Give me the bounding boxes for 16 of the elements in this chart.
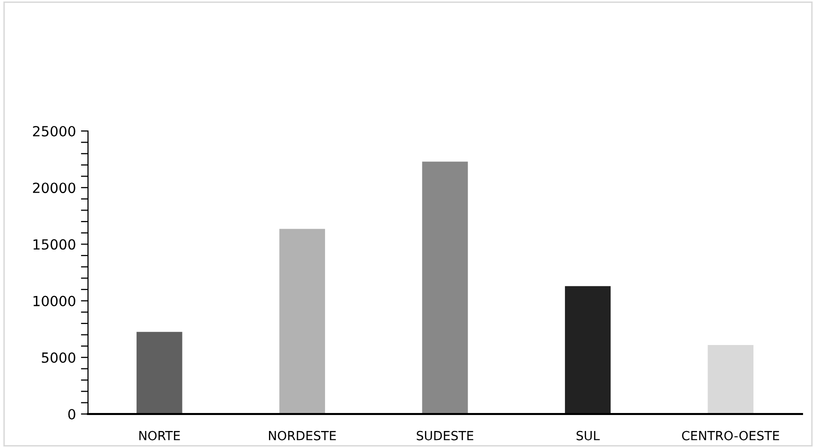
x-tick-label: SUDESTE — [416, 430, 474, 440]
x-tick-label: SUL — [576, 430, 600, 440]
bar — [564, 286, 611, 414]
x-tick-label: NORDESTE — [268, 430, 336, 440]
y-tick-label: 15000 — [34, 239, 76, 250]
y-tick-label: 5000 — [42, 352, 76, 363]
bar — [136, 332, 182, 414]
y-tick-label: 25000 — [33, 126, 76, 136]
y-tick-label: 20000 — [33, 182, 76, 194]
bar — [279, 228, 326, 414]
y-tick-label: 10000 — [34, 296, 76, 306]
bar — [422, 162, 468, 414]
y-tick-label: 0 — [68, 408, 76, 420]
bar — [708, 344, 754, 414]
x-tick-label: NORTE — [139, 430, 180, 440]
x-tick-label: CENTRO-OESTE — [682, 430, 780, 440]
